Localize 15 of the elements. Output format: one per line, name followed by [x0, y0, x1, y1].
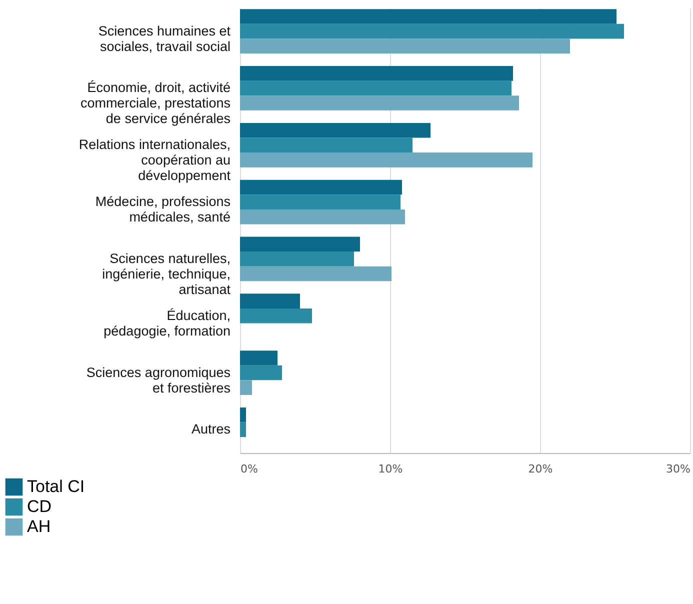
y-tick-label: Autres [191, 422, 231, 437]
legend-label: CD [27, 497, 52, 516]
legend-label: AH [27, 517, 51, 536]
y-tick-label: Relations internationales, coopération au développement [78, 137, 231, 184]
y-tick-label: Sciences naturelles, ingénierie, technique, artisanat [102, 250, 231, 297]
y-tick-label: Médecine, professions médicales, santé [95, 194, 231, 225]
x-tick-label: 10% [378, 462, 403, 476]
y-tick-label: Sciences agronomiques et forestières [86, 364, 231, 396]
x-tick-label: 30% [666, 462, 690, 476]
legend-label: Total CI [27, 477, 85, 496]
y-tick-label: Économie, droit, activité commerciale, prestations de service générales [80, 80, 231, 126]
y-tick-label: Éducation, pédagogie, formation [104, 308, 230, 338]
x-tick-label: 20% [528, 462, 553, 476]
y-tick-label: Sciences humaines et sociales, travail social [98, 23, 231, 54]
x-tick-label: 0% [240, 462, 258, 476]
